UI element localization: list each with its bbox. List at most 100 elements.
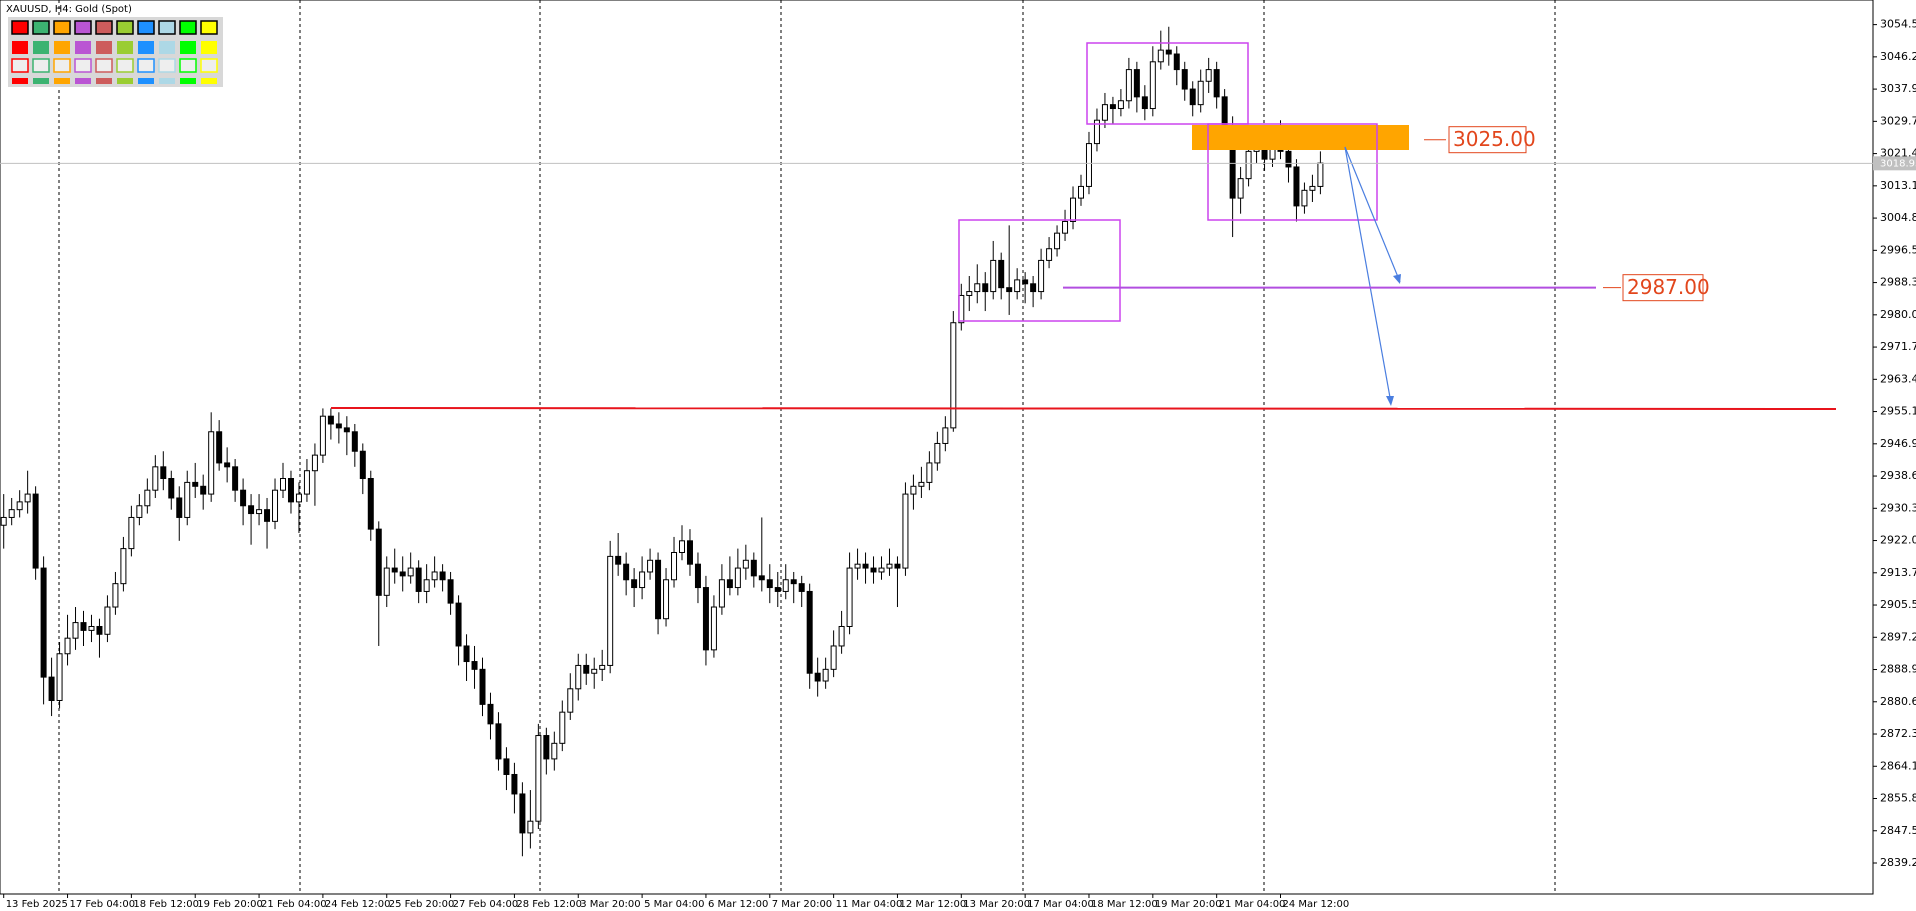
candle-body [726, 579, 733, 589]
candle-body [1317, 162, 1324, 187]
swatch [158, 58, 176, 73]
candle-body [886, 563, 893, 569]
swatch [95, 20, 113, 35]
candle-body [48, 676, 55, 701]
candle-body [248, 505, 255, 515]
candle-body [998, 259, 1005, 289]
x-tick-label: 13 Mar 20:00 [963, 899, 1030, 910]
swatch [11, 20, 29, 35]
swatch [158, 20, 176, 35]
candle-body [503, 758, 510, 775]
candle-body [926, 462, 933, 483]
candle-body [455, 602, 462, 647]
y-tick-label: 2913.79 [1880, 566, 1916, 579]
candle-body [710, 606, 717, 651]
candle-body [902, 493, 909, 569]
arrow [1344, 146, 1401, 283]
candle-body [679, 540, 685, 553]
candle-body [128, 516, 135, 550]
swatch [12, 78, 28, 84]
candle-body [551, 742, 558, 760]
candle-body [383, 567, 390, 596]
candle-body [934, 442, 941, 464]
candle-body [559, 711, 566, 744]
candle-body [192, 481, 199, 487]
candle-body [854, 563, 861, 569]
candle-body [1293, 166, 1300, 207]
y-tick-label: 2930.35 [1880, 501, 1916, 514]
swatch [200, 20, 218, 35]
candle-body [631, 579, 638, 589]
x-tick-label: 5 Mar 04:00 [644, 899, 704, 910]
candle-body [623, 563, 630, 581]
y-tick-label: 2864.11 [1880, 759, 1916, 772]
swatch [180, 41, 196, 54]
candle-body [343, 427, 350, 433]
y-tick-label: 2922.07 [1880, 534, 1916, 547]
support-line [330, 407, 1837, 410]
y-tick-label: 2938.63 [1880, 469, 1916, 482]
candle-body [311, 454, 318, 472]
candle-body [303, 470, 310, 495]
candle-body [96, 625, 103, 635]
y-tick-label: 2847.55 [1880, 824, 1916, 837]
candle-body [423, 579, 430, 592]
candle-body [32, 493, 39, 569]
y-tick-label: 2880.67 [1880, 695, 1916, 708]
candle-body [591, 668, 598, 674]
candle-body [615, 555, 622, 565]
candle-body [663, 579, 670, 620]
candle-body [232, 466, 239, 491]
swatch [75, 78, 91, 84]
candle-body [447, 579, 454, 604]
swatch [74, 20, 92, 35]
candle-body [64, 637, 71, 655]
candle-body [1062, 220, 1069, 234]
candle-body [639, 571, 646, 589]
swatch [96, 78, 112, 84]
x-tick-label: 6 Mar 12:00 [708, 899, 768, 910]
candle-body [1309, 185, 1316, 191]
swatch [159, 41, 175, 54]
candle-body [1285, 150, 1292, 168]
candle-body [287, 478, 294, 503]
candle-body [511, 773, 518, 795]
candle-body [814, 672, 821, 682]
candle-body [758, 575, 765, 581]
candle-body [1093, 119, 1100, 145]
y-tick-label: 3037.99 [1880, 82, 1916, 95]
candle-body [878, 567, 885, 573]
candle-body [1117, 100, 1124, 110]
x-tick-label: 12 Mar 12:00 [899, 899, 966, 910]
candle-body [990, 259, 997, 293]
candle-body [718, 579, 725, 608]
candle-body [671, 551, 678, 581]
x-tick-label: 17 Mar 04:00 [1027, 899, 1094, 910]
price-axis: 3054.553046.273037.993029.713021.433013.… [1873, 18, 1916, 869]
y-tick-label: 3004.87 [1880, 211, 1916, 224]
swatch [200, 58, 218, 73]
candle-body [80, 622, 87, 631]
swatch [159, 78, 175, 84]
level-box [1448, 126, 1527, 154]
candle-body [295, 493, 302, 503]
candle-body [862, 563, 869, 569]
last-price-box [1873, 156, 1916, 171]
candle-body [607, 555, 614, 666]
swatch [179, 20, 197, 35]
candle-body [56, 653, 63, 701]
candle-body [1054, 232, 1061, 250]
swatch [137, 58, 155, 73]
candle-body [1133, 69, 1140, 98]
candle-body [120, 548, 127, 585]
candle-body [1197, 80, 1204, 106]
candle-body [224, 462, 231, 468]
candle-body [216, 431, 223, 464]
candle-body [16, 501, 23, 511]
candle-body [495, 723, 502, 760]
y-tick-label: 2963.47 [1880, 372, 1916, 385]
candle-body [1085, 143, 1092, 187]
range-box [1207, 123, 1378, 221]
arrow-head [1393, 274, 1401, 284]
